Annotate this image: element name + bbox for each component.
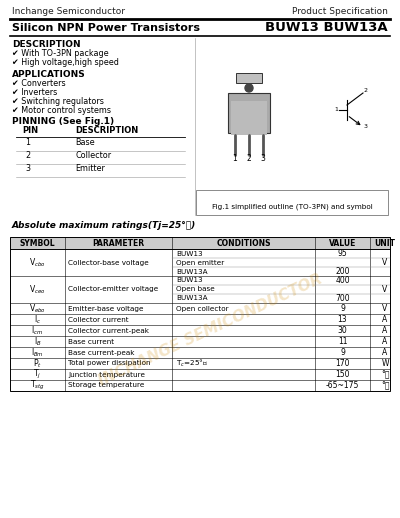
- Text: Open emitter: Open emitter: [176, 260, 224, 266]
- Text: Collector current: Collector current: [68, 316, 129, 323]
- Text: 3: 3: [260, 154, 266, 163]
- Text: -65~175: -65~175: [326, 381, 359, 390]
- Text: 700: 700: [335, 294, 350, 303]
- Text: P$_t$: P$_t$: [33, 357, 42, 370]
- Text: A: A: [382, 348, 388, 357]
- Text: °㄀: °㄀: [381, 381, 389, 390]
- Text: PIN: PIN: [22, 126, 38, 135]
- Text: BUW13: BUW13: [176, 251, 203, 256]
- Bar: [231, 101, 267, 135]
- Text: 13: 13: [338, 315, 347, 324]
- Text: Absolute maximum ratings(Tj=25°㄀): Absolute maximum ratings(Tj=25°㄀): [12, 221, 196, 230]
- Text: ✔ With TO-3PN package: ✔ With TO-3PN package: [12, 49, 109, 58]
- Text: BUW13 BUW13A: BUW13 BUW13A: [265, 21, 388, 34]
- Text: Base current-peak: Base current-peak: [68, 350, 134, 355]
- Text: I$_{Bm}$: I$_{Bm}$: [31, 346, 44, 359]
- Text: 2: 2: [26, 151, 30, 160]
- Text: 95: 95: [338, 249, 347, 258]
- Text: 3: 3: [26, 164, 30, 173]
- Text: PARAMETER: PARAMETER: [92, 238, 144, 248]
- Text: ✔ Switching regulators: ✔ Switching regulators: [12, 97, 104, 106]
- Text: 9: 9: [340, 304, 345, 313]
- Text: ✔ Motor control systems: ✔ Motor control systems: [12, 106, 111, 115]
- Bar: [228, 93, 270, 133]
- Text: I$_{cm}$: I$_{cm}$: [32, 324, 44, 337]
- Text: 1: 1: [26, 138, 30, 147]
- Bar: [236, 73, 262, 83]
- Text: Total power dissipation: Total power dissipation: [68, 361, 150, 367]
- Text: Fig.1 simplified outline (TO-3PN) and symbol: Fig.1 simplified outline (TO-3PN) and sy…: [212, 203, 372, 209]
- Text: V$_{ceo}$: V$_{ceo}$: [29, 283, 46, 296]
- Text: CONDITIONS: CONDITIONS: [216, 238, 271, 248]
- Text: °㄀: °㄀: [381, 370, 389, 379]
- Text: T$_j$: T$_j$: [33, 368, 42, 381]
- Text: A: A: [382, 315, 388, 324]
- Text: BUW13A: BUW13A: [176, 268, 208, 275]
- Text: APPLICATIONS: APPLICATIONS: [12, 70, 86, 79]
- Text: 200: 200: [335, 267, 350, 276]
- Text: V$_{ebo}$: V$_{ebo}$: [29, 302, 46, 315]
- Text: 2: 2: [364, 88, 368, 93]
- Text: Storage temperature: Storage temperature: [68, 382, 144, 388]
- Text: Collector: Collector: [75, 151, 111, 160]
- Bar: [10, 237, 390, 391]
- Text: VALUE: VALUE: [329, 238, 356, 248]
- Text: PINNING (See Fig.1): PINNING (See Fig.1): [12, 117, 114, 126]
- Text: Inchange Semiconductor: Inchange Semiconductor: [12, 7, 125, 16]
- Text: Collector-emitter voltage: Collector-emitter voltage: [68, 286, 158, 293]
- Text: T$_{stg}$: T$_{stg}$: [30, 379, 45, 392]
- Text: Junction temperature: Junction temperature: [68, 371, 145, 378]
- Text: I$_B$: I$_B$: [34, 335, 41, 348]
- Text: BUW13A: BUW13A: [176, 295, 208, 301]
- Text: 3: 3: [364, 124, 368, 129]
- Text: 2: 2: [247, 154, 251, 163]
- Text: T$_c$=25°㄀: T$_c$=25°㄀: [176, 358, 208, 369]
- Text: ✔ High voltage,high speed: ✔ High voltage,high speed: [12, 58, 119, 67]
- Text: A: A: [382, 337, 388, 346]
- Text: Open collector: Open collector: [176, 306, 229, 311]
- Text: 11: 11: [338, 337, 347, 346]
- Text: ✔ Converters: ✔ Converters: [12, 79, 66, 88]
- Text: V: V: [382, 285, 388, 294]
- Text: SYMBOL: SYMBOL: [20, 238, 55, 248]
- Text: 170: 170: [335, 359, 350, 368]
- Text: A: A: [382, 326, 388, 335]
- Text: 150: 150: [335, 370, 350, 379]
- Text: 400: 400: [335, 276, 350, 285]
- Text: ✔ Inverters: ✔ Inverters: [12, 88, 57, 97]
- Text: Collector current-peak: Collector current-peak: [68, 327, 149, 334]
- Text: W: W: [381, 359, 389, 368]
- Text: BUW13: BUW13: [176, 278, 203, 283]
- Text: Open base: Open base: [176, 286, 215, 293]
- Text: Collector-base voltage: Collector-base voltage: [68, 260, 149, 266]
- Text: Emitter: Emitter: [75, 164, 105, 173]
- Text: Silicon NPN Power Transistors: Silicon NPN Power Transistors: [12, 23, 200, 33]
- Text: UNIT: UNIT: [374, 238, 396, 248]
- Text: 1: 1: [334, 107, 338, 112]
- Text: 1: 1: [233, 154, 237, 163]
- Text: DESCRIPTION: DESCRIPTION: [75, 126, 138, 135]
- Text: 30: 30: [338, 326, 347, 335]
- Text: Emitter-base voltage: Emitter-base voltage: [68, 306, 144, 311]
- Text: Base current: Base current: [68, 338, 114, 344]
- Bar: [196, 190, 388, 215]
- Text: V: V: [382, 258, 388, 267]
- Text: I$_c$: I$_c$: [34, 313, 41, 326]
- Bar: [10, 237, 390, 249]
- Text: Product Specification: Product Specification: [292, 7, 388, 16]
- Text: V$_{cbo}$: V$_{cbo}$: [29, 256, 46, 269]
- Text: INCHANGE SEMICONDUCTOR: INCHANGE SEMICONDUCTOR: [96, 271, 324, 388]
- Text: Base: Base: [75, 138, 95, 147]
- Text: 9: 9: [340, 348, 345, 357]
- Text: DESCRIPTION: DESCRIPTION: [12, 40, 81, 49]
- Circle shape: [245, 84, 253, 92]
- Text: V: V: [382, 304, 388, 313]
